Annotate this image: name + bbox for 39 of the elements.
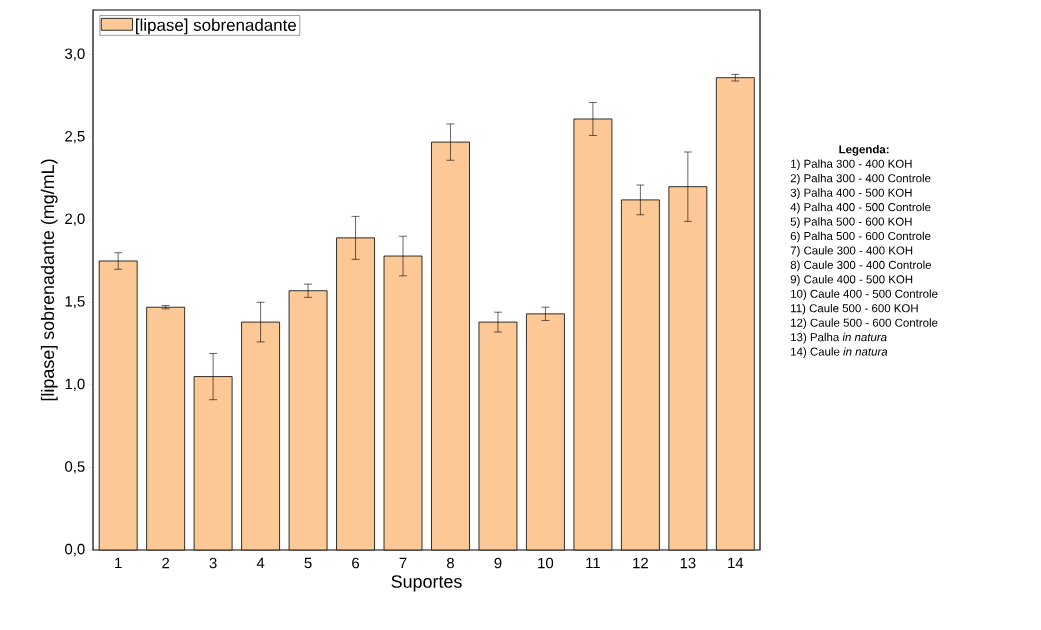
x-tick-label: 12 [633, 557, 648, 569]
x-tick-label: 7 [399, 557, 407, 569]
text: 10) Caule 400 - 500 Controle [791, 289, 938, 301]
text: 4) Palha 400 - 500 Controle [790, 202, 931, 214]
y-tick-label: 1,0 [65, 378, 85, 392]
text: 6) Palha 500 - 600 Controle [790, 231, 931, 243]
x-tick-label: 1 [115, 557, 122, 569]
text: 7) Caule 300 - 400 KOH [790, 246, 913, 257]
text: 12) Caule 500 - 600 Controle [791, 318, 938, 330]
x-tick-label: 13 [680, 557, 696, 569]
text: 8) Caule 300 - 400 Controle [790, 260, 932, 272]
text: Legenda: [839, 145, 889, 156]
x-tick-label: 6 [352, 557, 360, 569]
text: 13) Palha in natura [791, 332, 887, 344]
x-tick-label: 2 [162, 557, 170, 569]
y-tick-label: 0,0 [65, 543, 85, 557]
y-tick-label: 3,0 [65, 48, 85, 61]
x-tick-label: 3 [209, 557, 217, 569]
text: 9) Caule 400 - 500 KOH [790, 275, 913, 286]
x-tick-label: 8 [446, 557, 454, 569]
x-tick-label: 14 [728, 557, 744, 569]
x-axis-title: Suportes [391, 575, 462, 592]
text: 3) Palha 400 - 500 KOH [790, 188, 912, 200]
x-tick-label: 5 [304, 557, 312, 569]
y-tick-label: 2,5 [65, 130, 85, 144]
text: 5) Palha 500 - 600 KOH [790, 217, 912, 228]
x-tick-label: 11 [586, 557, 600, 569]
x-tick-label: 10 [538, 557, 554, 569]
text: 2) Palha 300 - 400 Controle [790, 173, 931, 185]
y-tick-label: 1,5 [65, 296, 85, 309]
text: 1) Palha 300 - 400 KOH [791, 159, 912, 171]
text: 11) Caule 500 - 600 KOH [791, 303, 918, 315]
y-tick-label: 2,0 [65, 213, 85, 226]
x-tick-label: 4 [256, 557, 265, 569]
text: 14) Caule in natura [791, 347, 888, 358]
x-tick-label: 9 [494, 557, 502, 569]
y-tick-label: 0,5 [65, 461, 85, 474]
legend-label: [lipase] sobrenadante [136, 18, 297, 35]
y-axis-title: [lipase] sobrenadante (mg/mL) [40, 159, 58, 401]
